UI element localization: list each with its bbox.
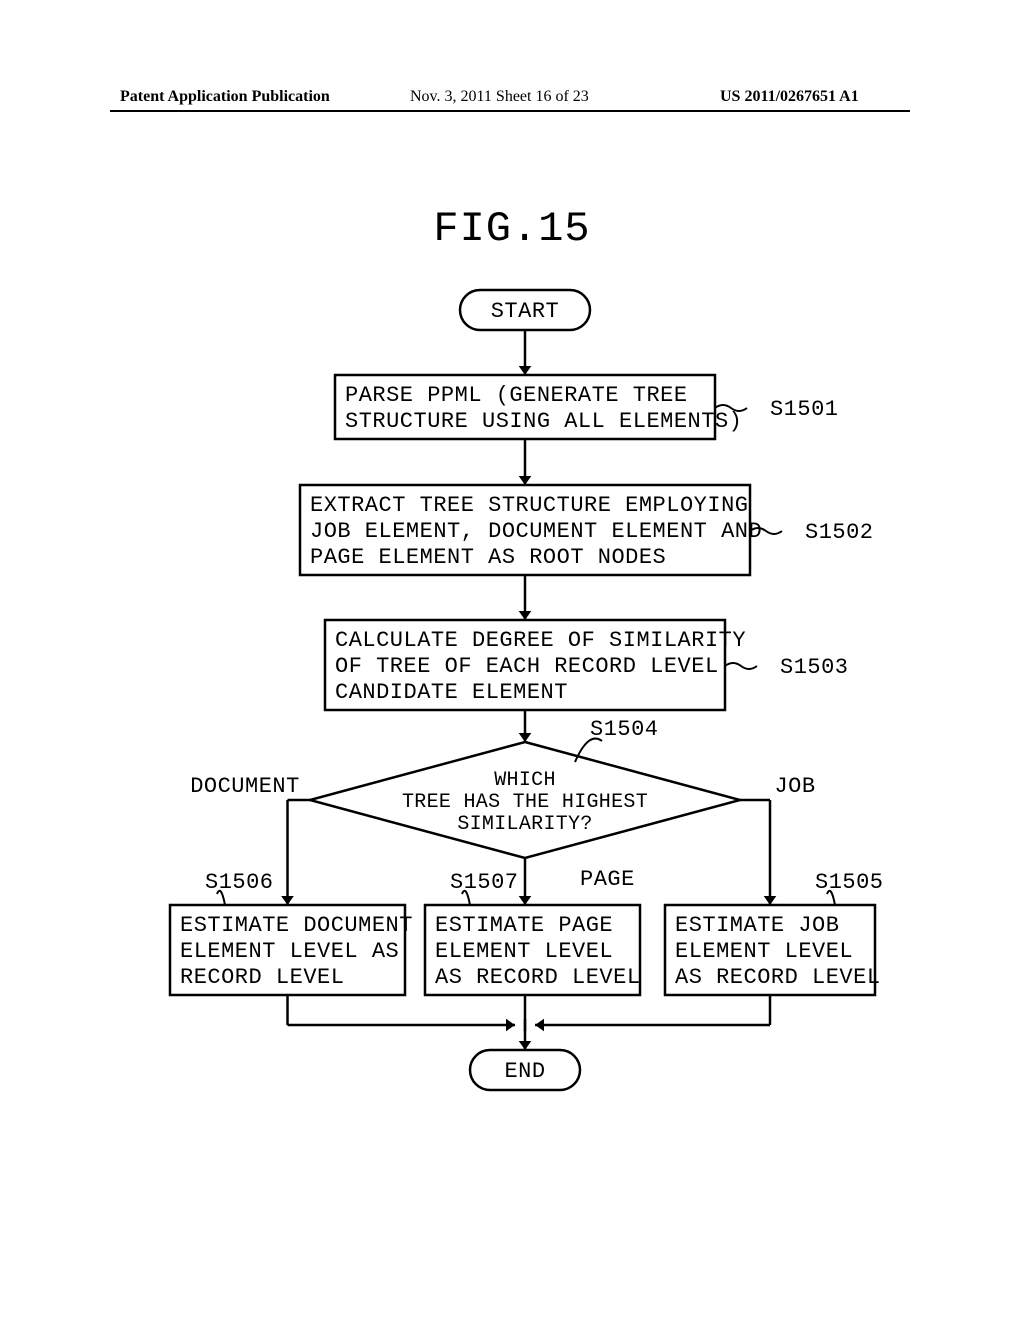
svg-text:EXTRACT TREE STRUCTURE EMPLOYI: EXTRACT TREE STRUCTURE EMPLOYING xyxy=(310,493,748,518)
svg-text:RECORD LEVEL: RECORD LEVEL xyxy=(180,965,344,990)
header-mid: Nov. 3, 2011 Sheet 16 of 23 xyxy=(410,88,589,106)
svg-text:JOB ELEMENT, DOCUMENT ELEMENT: JOB ELEMENT, DOCUMENT ELEMENT AND xyxy=(310,519,762,544)
svg-text:ESTIMATE DOCUMENT: ESTIMATE DOCUMENT xyxy=(180,913,413,938)
svg-text:S1507: S1507 xyxy=(450,870,519,895)
svg-text:SIMILARITY?: SIMILARITY? xyxy=(457,813,592,836)
svg-text:WHICH: WHICH xyxy=(494,769,556,792)
svg-text:ELEMENT LEVEL AS: ELEMENT LEVEL AS xyxy=(180,939,399,964)
svg-text:S1506: S1506 xyxy=(205,870,274,895)
svg-text:DOCUMENT: DOCUMENT xyxy=(190,774,300,799)
svg-text:CANDIDATE ELEMENT: CANDIDATE ELEMENT xyxy=(335,680,568,705)
svg-text:TREE HAS THE HIGHEST: TREE HAS THE HIGHEST xyxy=(402,791,648,814)
page: Patent Application Publication Nov. 3, 2… xyxy=(0,0,1024,1320)
svg-text:CALCULATE DEGREE OF SIMILARITY: CALCULATE DEGREE OF SIMILARITY xyxy=(335,628,746,653)
svg-text:S1502: S1502 xyxy=(805,520,874,545)
svg-text:AS RECORD LEVEL: AS RECORD LEVEL xyxy=(435,965,641,990)
svg-text:ELEMENT LEVEL: ELEMENT LEVEL xyxy=(435,939,613,964)
header-rule xyxy=(110,110,910,112)
svg-text:S1503: S1503 xyxy=(780,655,849,680)
svg-text:JOB: JOB xyxy=(774,774,815,799)
svg-text:PAGE: PAGE xyxy=(580,867,635,892)
svg-text:ESTIMATE PAGE: ESTIMATE PAGE xyxy=(435,913,613,938)
svg-text:STRUCTURE USING ALL ELEMENTS): STRUCTURE USING ALL ELEMENTS) xyxy=(345,409,742,434)
figure-title: FIG.15 xyxy=(0,205,1024,253)
svg-text:PAGE ELEMENT AS ROOT NODES: PAGE ELEMENT AS ROOT NODES xyxy=(310,545,666,570)
svg-text:ELEMENT LEVEL: ELEMENT LEVEL xyxy=(675,939,853,964)
svg-text:S1504: S1504 xyxy=(590,717,659,742)
svg-text:OF TREE OF EACH RECORD LEVEL: OF TREE OF EACH RECORD LEVEL xyxy=(335,654,719,679)
svg-text:PARSE PPML (GENERATE TREE: PARSE PPML (GENERATE TREE xyxy=(345,383,688,408)
svg-text:S1501: S1501 xyxy=(770,397,839,422)
svg-text:AS RECORD LEVEL: AS RECORD LEVEL xyxy=(675,965,881,990)
svg-text:ESTIMATE JOB: ESTIMATE JOB xyxy=(675,913,839,938)
svg-text:END: END xyxy=(504,1059,545,1084)
header-right: US 2011/0267651 A1 xyxy=(720,88,859,106)
flowchart: DOCUMENT JOB PAGE START PARSE PPML (GENERATE… xyxy=(110,280,940,1110)
svg-text:START: START xyxy=(491,299,560,324)
svg-text:S1505: S1505 xyxy=(815,870,884,895)
header-left: Patent Application Publication xyxy=(120,88,330,106)
